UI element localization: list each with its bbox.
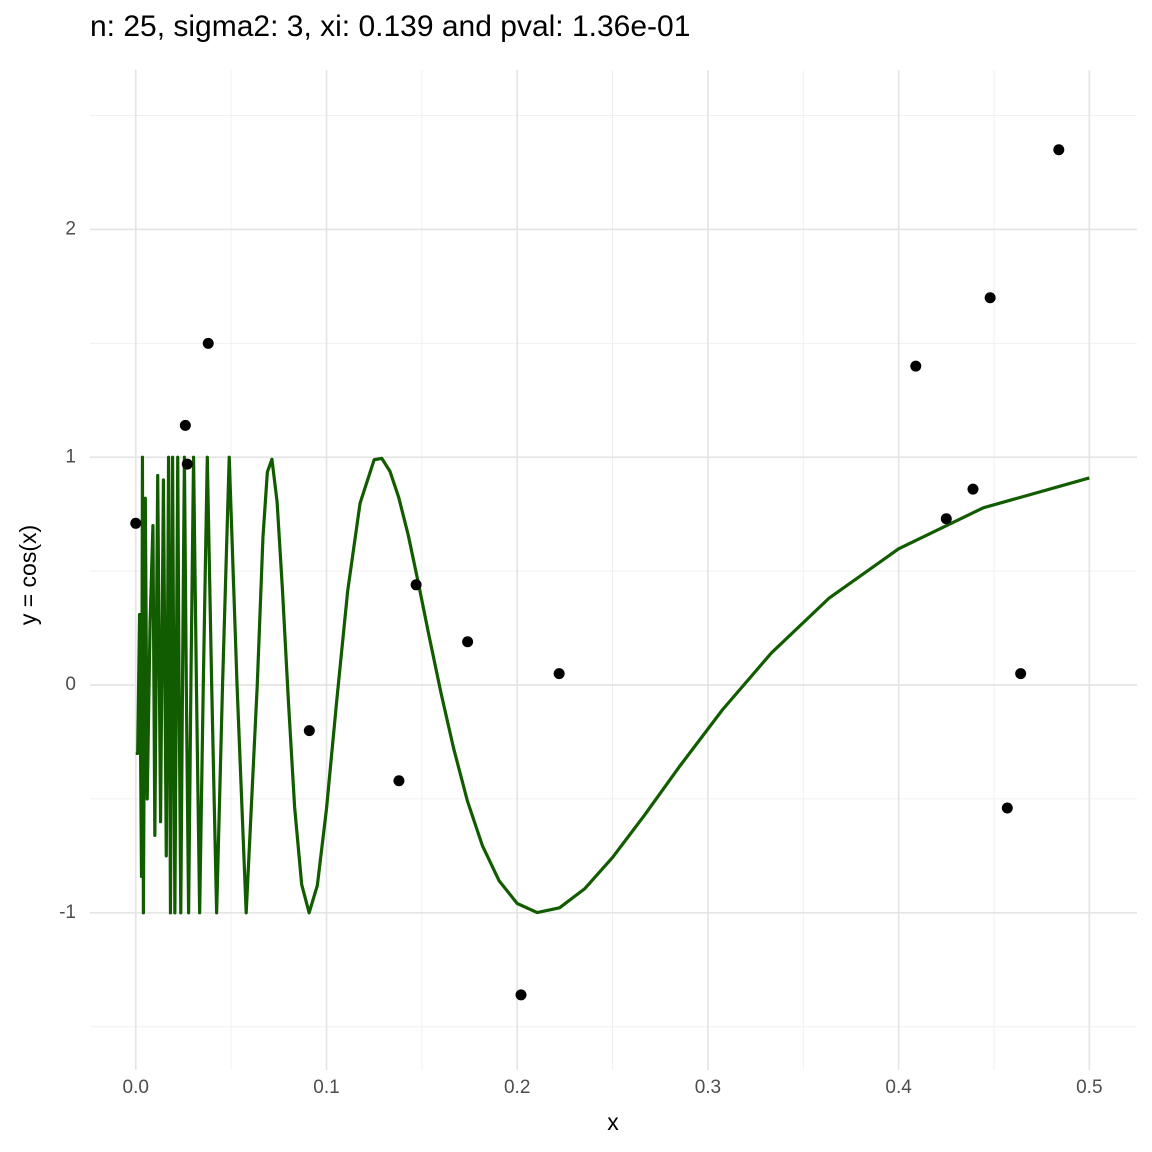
chart-title: n: 25, sigma2: 3, xi: 0.139 and pval: 1.… [90,10,690,43]
point [303,725,315,737]
point [984,292,996,304]
point [1053,144,1065,156]
point [910,360,922,372]
y-tick-label: 1 [65,446,76,467]
y-axis-label: y = cos(x) [15,525,41,625]
x-tick-label: 0.4 [885,1077,912,1098]
point [1015,668,1027,680]
point [179,419,191,431]
y-tick-label: -1 [59,902,76,923]
x-tick-label: 0.2 [504,1077,530,1098]
point [393,775,405,787]
point [202,337,214,349]
x-tick-label: 0.3 [695,1077,721,1098]
curve [135,455,1090,915]
y-tick-label: 0 [65,674,76,695]
x-axis-label: x [607,1109,619,1135]
point [940,513,952,525]
point [130,517,142,529]
point [181,458,193,470]
point [1001,802,1013,814]
x-tick-label: 0.1 [313,1077,339,1098]
x-tick-label: 0.0 [123,1077,149,1098]
point [462,636,474,648]
point [553,668,565,680]
point [410,579,422,591]
point [515,989,527,1001]
y-tick-label: 2 [65,218,76,239]
x-tick-label: 0.5 [1076,1077,1102,1098]
point [967,483,979,495]
